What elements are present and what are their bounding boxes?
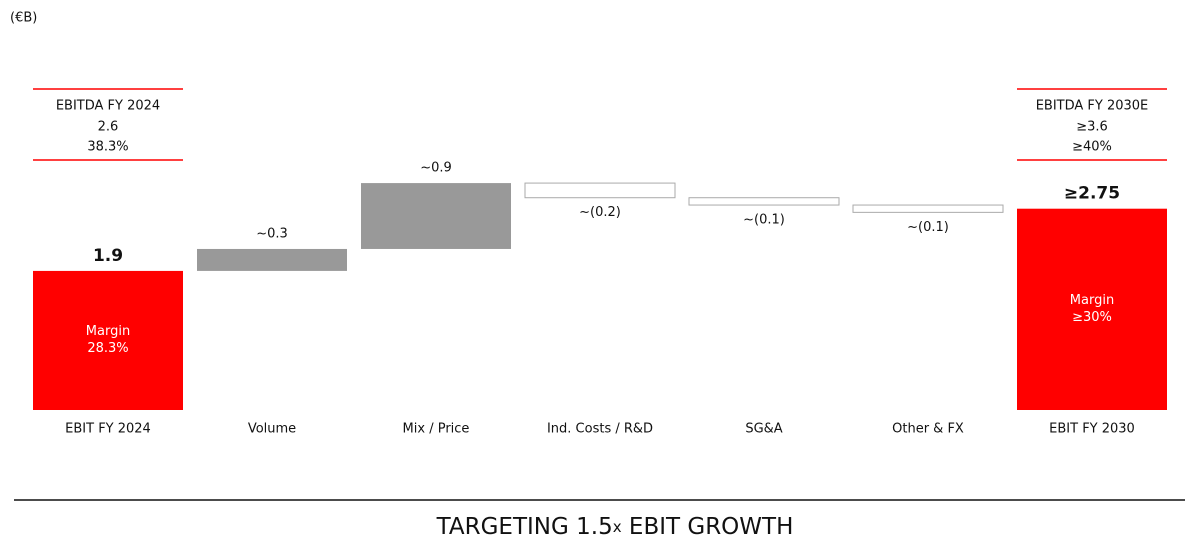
step-bar bbox=[688, 197, 840, 206]
footer-part: TARGETING 1.5 bbox=[436, 514, 613, 540]
x-tick-label: Mix / Price bbox=[403, 422, 470, 437]
total-bar bbox=[1017, 208, 1167, 410]
value-label: ≥2.75 bbox=[1064, 184, 1120, 204]
value-label: 1.9 bbox=[93, 246, 123, 266]
x-tick-label: Ind. Costs / R&D bbox=[547, 422, 653, 437]
ebitda-title: EBITDA FY 2024 bbox=[56, 99, 160, 114]
value-label: ~0.9 bbox=[420, 161, 452, 176]
ebitda-title: EBITDA FY 2030E bbox=[1036, 99, 1149, 114]
margin-value: 28.3% bbox=[87, 341, 128, 356]
value-label: ~(0.2) bbox=[579, 205, 621, 220]
ebitda-value: ≥3.6 bbox=[1076, 120, 1108, 135]
step-bar bbox=[852, 204, 1004, 213]
ebitda-value: 2.6 bbox=[98, 120, 119, 135]
value-label: ~(0.1) bbox=[907, 220, 949, 235]
footer-part: x bbox=[613, 518, 622, 536]
x-tick-label: Other & FX bbox=[892, 422, 964, 437]
ebitda-margin: 38.3% bbox=[87, 140, 128, 155]
x-tick-label: EBIT FY 2030 bbox=[1049, 422, 1135, 437]
step-bar bbox=[197, 248, 347, 271]
ebitda-margin: ≥40% bbox=[1072, 140, 1112, 155]
margin-label: Margin bbox=[86, 324, 130, 339]
margin-value: ≥30% bbox=[1072, 310, 1112, 325]
step-bar bbox=[361, 183, 511, 249]
x-tick-label: SG&A bbox=[745, 422, 782, 437]
step-bar bbox=[524, 182, 676, 199]
total-bar bbox=[33, 270, 183, 410]
unit-label: (€B) bbox=[10, 11, 37, 26]
footer: TARGETING 1.5x EBIT GROWTH bbox=[436, 514, 794, 540]
margin-label: Margin bbox=[1070, 293, 1114, 308]
value-label: ~(0.1) bbox=[743, 213, 785, 228]
x-tick-label: Volume bbox=[248, 422, 296, 437]
value-label: ~0.3 bbox=[256, 226, 288, 241]
x-tick-label: EBIT FY 2024 bbox=[65, 422, 151, 437]
footer-part: EBIT GROWTH bbox=[622, 514, 794, 540]
